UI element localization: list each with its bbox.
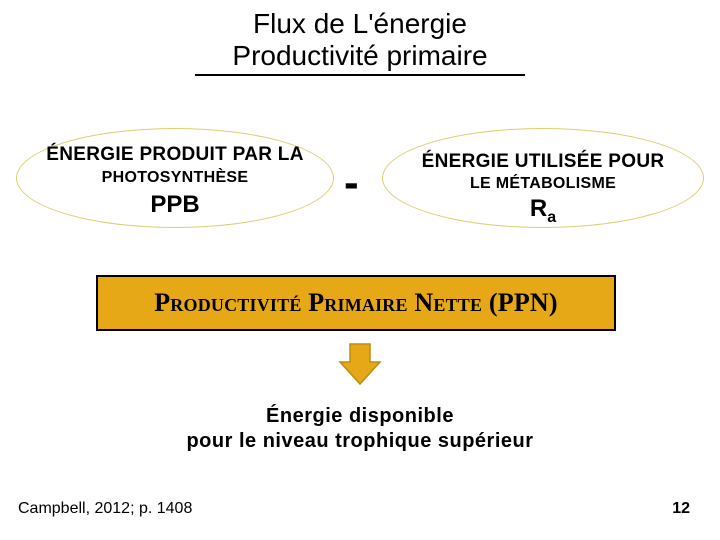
right-ellipse: ÉNERGIE UTILISÉE POUR LE MÉTABOLISME Ra	[382, 128, 704, 228]
right-line3-base: R	[530, 195, 547, 222]
left-line3: PPB	[17, 191, 333, 219]
right-line2: LE MÉTABOLISME	[383, 175, 703, 193]
title-line-1: Flux de L'énergie	[0, 8, 720, 40]
bottom-text: Énergie disponible pour le niveau trophi…	[0, 404, 720, 454]
bottom-line1: Énergie disponible	[0, 404, 720, 429]
ppn-box: Productivité Primaire Nette (PPN)	[96, 275, 616, 331]
right-line1: ÉNERGIE UTILISÉE POUR	[383, 151, 703, 173]
right-line3: Ra	[383, 195, 703, 227]
ppn-text: Productivité Primaire Nette (PPN)	[154, 288, 558, 318]
left-line1: ÉNERGIE PRODUIT PAR LA	[17, 144, 333, 166]
right-line3-sub: a	[547, 209, 556, 226]
title-underline	[195, 74, 525, 76]
down-arrow-icon	[336, 340, 384, 388]
left-ellipse: ÉNERGIE PRODUIT PAR LA PHOTOSYNTHÈSE PPB	[16, 128, 334, 228]
minus-operator: -	[344, 158, 359, 208]
title-block: Flux de L'énergie Productivité primaire	[0, 0, 720, 76]
page-number: 12	[672, 500, 690, 518]
title-line-2: Productivité primaire	[0, 40, 720, 72]
left-line2: PHOTOSYNTHÈSE	[17, 169, 333, 187]
bottom-line2: pour le niveau trophique supérieur	[0, 429, 720, 454]
citation: Campbell, 2012; p. 1408	[18, 500, 192, 518]
